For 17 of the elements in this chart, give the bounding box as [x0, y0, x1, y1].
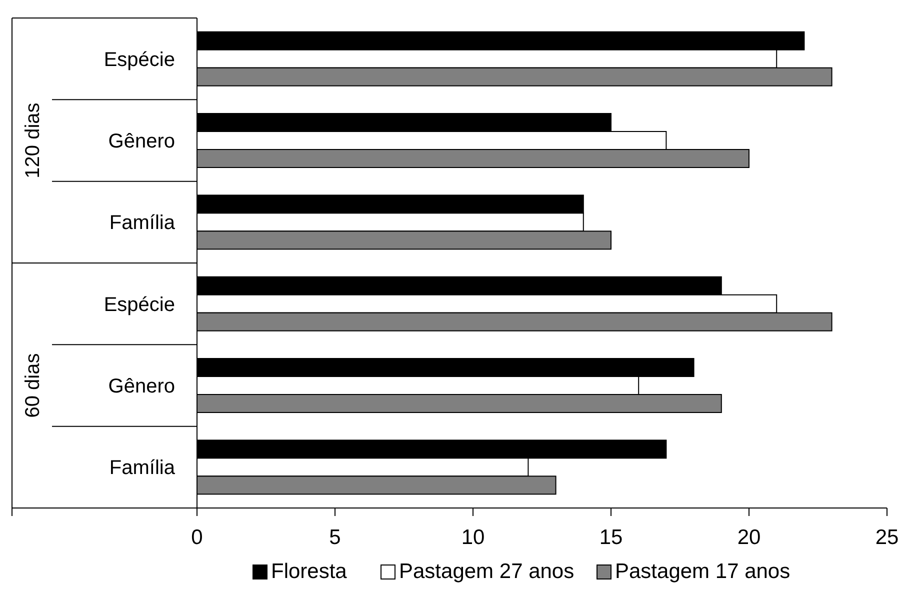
y-tick-label: Gênero — [108, 130, 175, 152]
legend-label: Pastagem 17 anos — [615, 560, 790, 583]
y-tick-label: Espécie — [104, 48, 175, 71]
x-tick-label: 10 — [461, 526, 485, 549]
x-tick-label: 15 — [599, 526, 623, 549]
x-tick-label: 25 — [875, 526, 899, 549]
x-tick-label: 0 — [191, 526, 203, 549]
text: 60 dias — [22, 353, 44, 418]
y-tick-label: Espécie — [104, 294, 175, 316]
y-tick-label: Gênero — [108, 376, 175, 398]
legend-label: Pastagem 27 anos — [399, 560, 574, 583]
x-tick-label: 20 — [737, 526, 761, 549]
y-tick-label: Família — [109, 457, 176, 480]
x-tick-label: 5 — [329, 526, 341, 549]
text: 120 dias — [22, 102, 44, 178]
y-tick-label: Família — [109, 212, 176, 234]
legend-label: Floresta — [271, 560, 348, 583]
